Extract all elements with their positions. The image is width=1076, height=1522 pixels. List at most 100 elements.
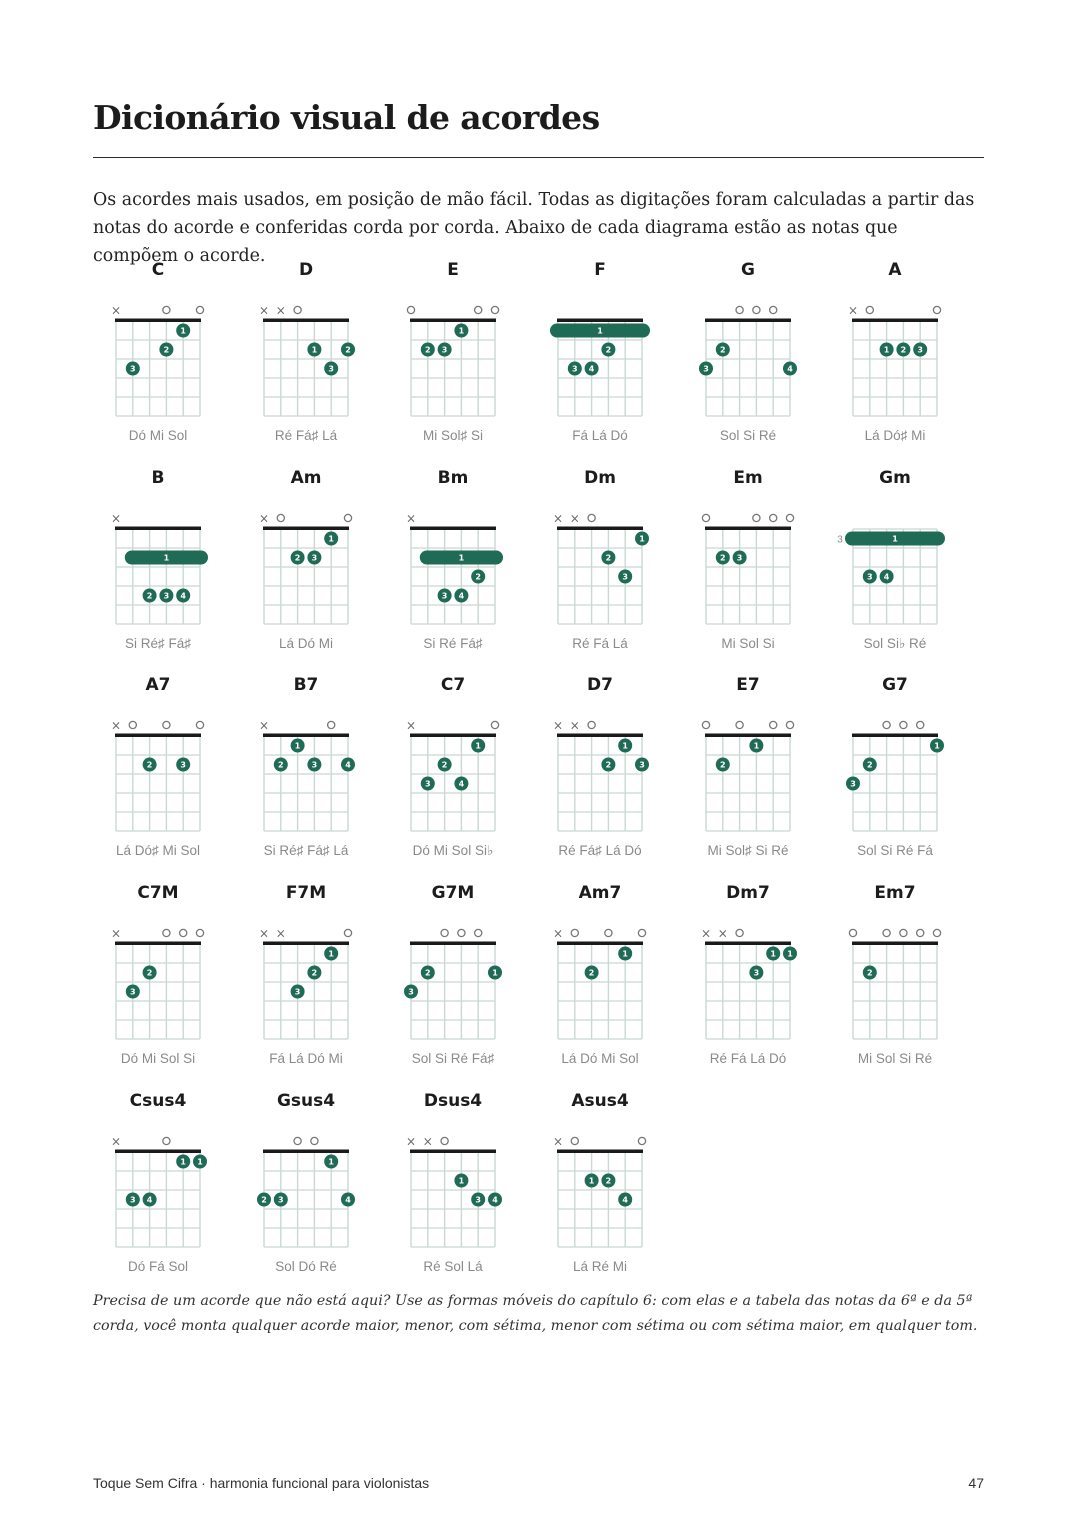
open-string-marker [735,720,744,730]
open-string-marker [785,513,795,523]
finger-number: 4 [787,365,793,374]
finger-number: 1 [622,950,628,959]
finger-dot [749,965,764,980]
chord-notes: Sol Si Ré Fá♯ [412,1051,495,1066]
nut [263,1149,349,1153]
open-string-marker [768,513,778,523]
finger-number: 3 [639,761,645,770]
finger-dot [324,1154,339,1169]
chord-name: E [447,260,459,280]
finger-dot [307,965,322,980]
finger-number: 3 [164,592,170,601]
finger-number: 1 [459,1177,465,1186]
muted-string-marker: × [276,926,286,940]
open-string-marker [701,513,711,523]
finger-dot [471,738,486,753]
finger-dot [601,550,616,565]
finger-dot [176,1154,191,1169]
finger-number: 3 [442,592,448,601]
chord-notes: Lá Dó♯ Mi [865,428,926,443]
finger-dot [618,1192,633,1207]
finger-number: 1 [754,742,760,751]
finger-dot [601,342,616,357]
open-string-marker [570,1136,580,1146]
open-string-marker [490,305,500,315]
chord-name: A7 [146,675,171,695]
finger-dot [159,342,174,357]
nut [263,318,349,322]
finger-number: 2 [901,346,907,355]
finger-number: 3 [312,761,318,770]
finger-number: 3 [442,346,448,355]
chord-name: D7 [587,675,613,695]
chord-notes: Fá Lá Dó [572,428,628,443]
chord-name: B [152,468,165,488]
finger-number: 2 [606,554,612,563]
finger-dot [290,984,305,999]
nut [115,526,201,530]
muted-string-marker: × [553,1134,563,1148]
page-number: 47 [968,1475,984,1491]
finger-dot [257,1192,271,1207]
chord-diagram-e7: E7 1 2 Mi Sol♯ Si Ré [701,675,795,858]
finger-dot [324,946,339,961]
finger-number: 1 [197,1158,203,1167]
finger-number: 2 [164,346,170,355]
nut [410,941,496,945]
muted-string-marker: × [259,511,269,525]
finger-number: 2 [425,346,431,355]
finger-dot [176,323,191,338]
open-string-marker [735,305,744,315]
muted-string-marker: × [111,511,121,525]
finger-dot [732,550,747,565]
nut [705,526,791,530]
open-string-marker [162,1136,171,1146]
chord-notes: Si Ré♯ Fá♯ [125,636,191,651]
chord-notes: Mi Sol♯ Si [423,428,483,443]
finger-number: 2 [442,761,448,770]
chord-diagram-gsus4: Gsus4 1 2 3 4 Sol Dó Ré [257,1091,355,1274]
open-string-marker [768,305,778,315]
chord-notes: Sol Si♭ Ré [864,636,927,651]
open-string-marker [752,305,761,315]
muted-string-marker: × [701,926,711,940]
finger-dot [437,588,452,603]
nut [115,733,201,737]
chord-notes: Lá Dó♯ Mi Sol [116,843,200,858]
finger-dot [862,757,877,772]
finger-dot [307,550,322,565]
open-string-marker [195,720,205,730]
finger-number: 2 [720,554,726,563]
chord-name: Gm [879,468,911,488]
finger-dot [618,569,633,584]
barre [419,550,503,565]
finger-number: 3 [130,988,136,997]
finger-dot [125,361,140,376]
finger-number: 1 [639,535,645,544]
finger-number: 3 [180,761,186,770]
barre-finger-number: 1 [459,554,465,563]
chord-diagram-e: E 1 2 3 Mi Sol♯ Si [406,260,500,443]
finger-number: 2 [720,761,726,770]
open-string-marker [865,305,875,315]
finger-dot [193,1154,207,1169]
open-string-marker [768,720,778,730]
chord-name: F [594,260,606,280]
finger-number: 3 [130,1196,136,1205]
open-string-marker [899,928,908,938]
finger-number: 4 [147,1196,153,1205]
finger-dot [879,342,894,357]
open-string-marker [490,720,500,730]
finger-number: 1 [475,742,481,751]
open-string-marker [570,928,580,938]
finger-dot [437,757,452,772]
open-string-marker [162,720,171,730]
finger-number: 2 [345,346,351,355]
open-string-marker [326,720,336,730]
finger-number: 1 [589,1177,595,1186]
finger-number: 2 [720,346,726,355]
muted-string-marker: × [423,1134,433,1148]
nut [705,941,791,945]
finger-number: 1 [934,742,940,751]
chord-notes: Si Ré Fá♯ [423,636,483,651]
